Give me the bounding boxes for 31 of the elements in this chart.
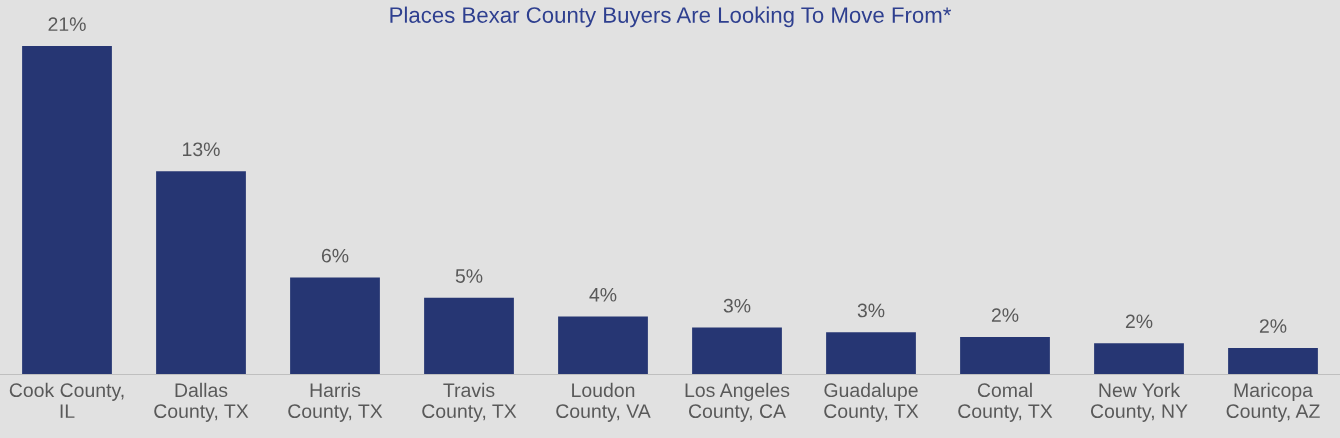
data-label: 5% (455, 269, 483, 283)
x-tick-label: Harris County, TX (288, 382, 383, 422)
bar (156, 171, 246, 375)
data-label: 2% (1125, 314, 1153, 329)
data-label: 3% (857, 303, 885, 318)
bar (1228, 347, 1318, 375)
x-tick-label: New York County, NY (1090, 382, 1188, 422)
bar (960, 336, 1050, 375)
chart-title: Places Bexar County Buyers Are Looking To Move From* (390, 6, 952, 28)
data-label: 4% (589, 287, 617, 302)
x-tick-label: Guadalupe County, TX (824, 382, 919, 422)
x-tick-label: Travis County, TX (422, 382, 517, 422)
x-tick-label: Loudon County, VA (556, 382, 651, 422)
data-label: 6% (321, 248, 349, 263)
bar (1094, 343, 1184, 375)
bar (290, 277, 380, 375)
x-tick-label: Maricopa County, AZ (1226, 382, 1320, 422)
x-tick-label: Dallas County, TX (154, 382, 249, 422)
bar (826, 332, 916, 375)
data-label: 21% (48, 17, 86, 31)
x-tick-label: Los Angeles County, CA (685, 382, 790, 422)
data-label: 2% (1259, 319, 1287, 333)
bar (22, 45, 112, 375)
bar (558, 316, 648, 375)
x-tick-label: Comal County, TX (958, 382, 1053, 422)
bar (424, 297, 514, 375)
x-tick-label: Cook County, IL (9, 382, 124, 418)
data-label: 2% (991, 308, 1019, 322)
data-label: 13% (183, 142, 220, 157)
bar (692, 327, 782, 375)
data-label: 3% (723, 298, 751, 313)
